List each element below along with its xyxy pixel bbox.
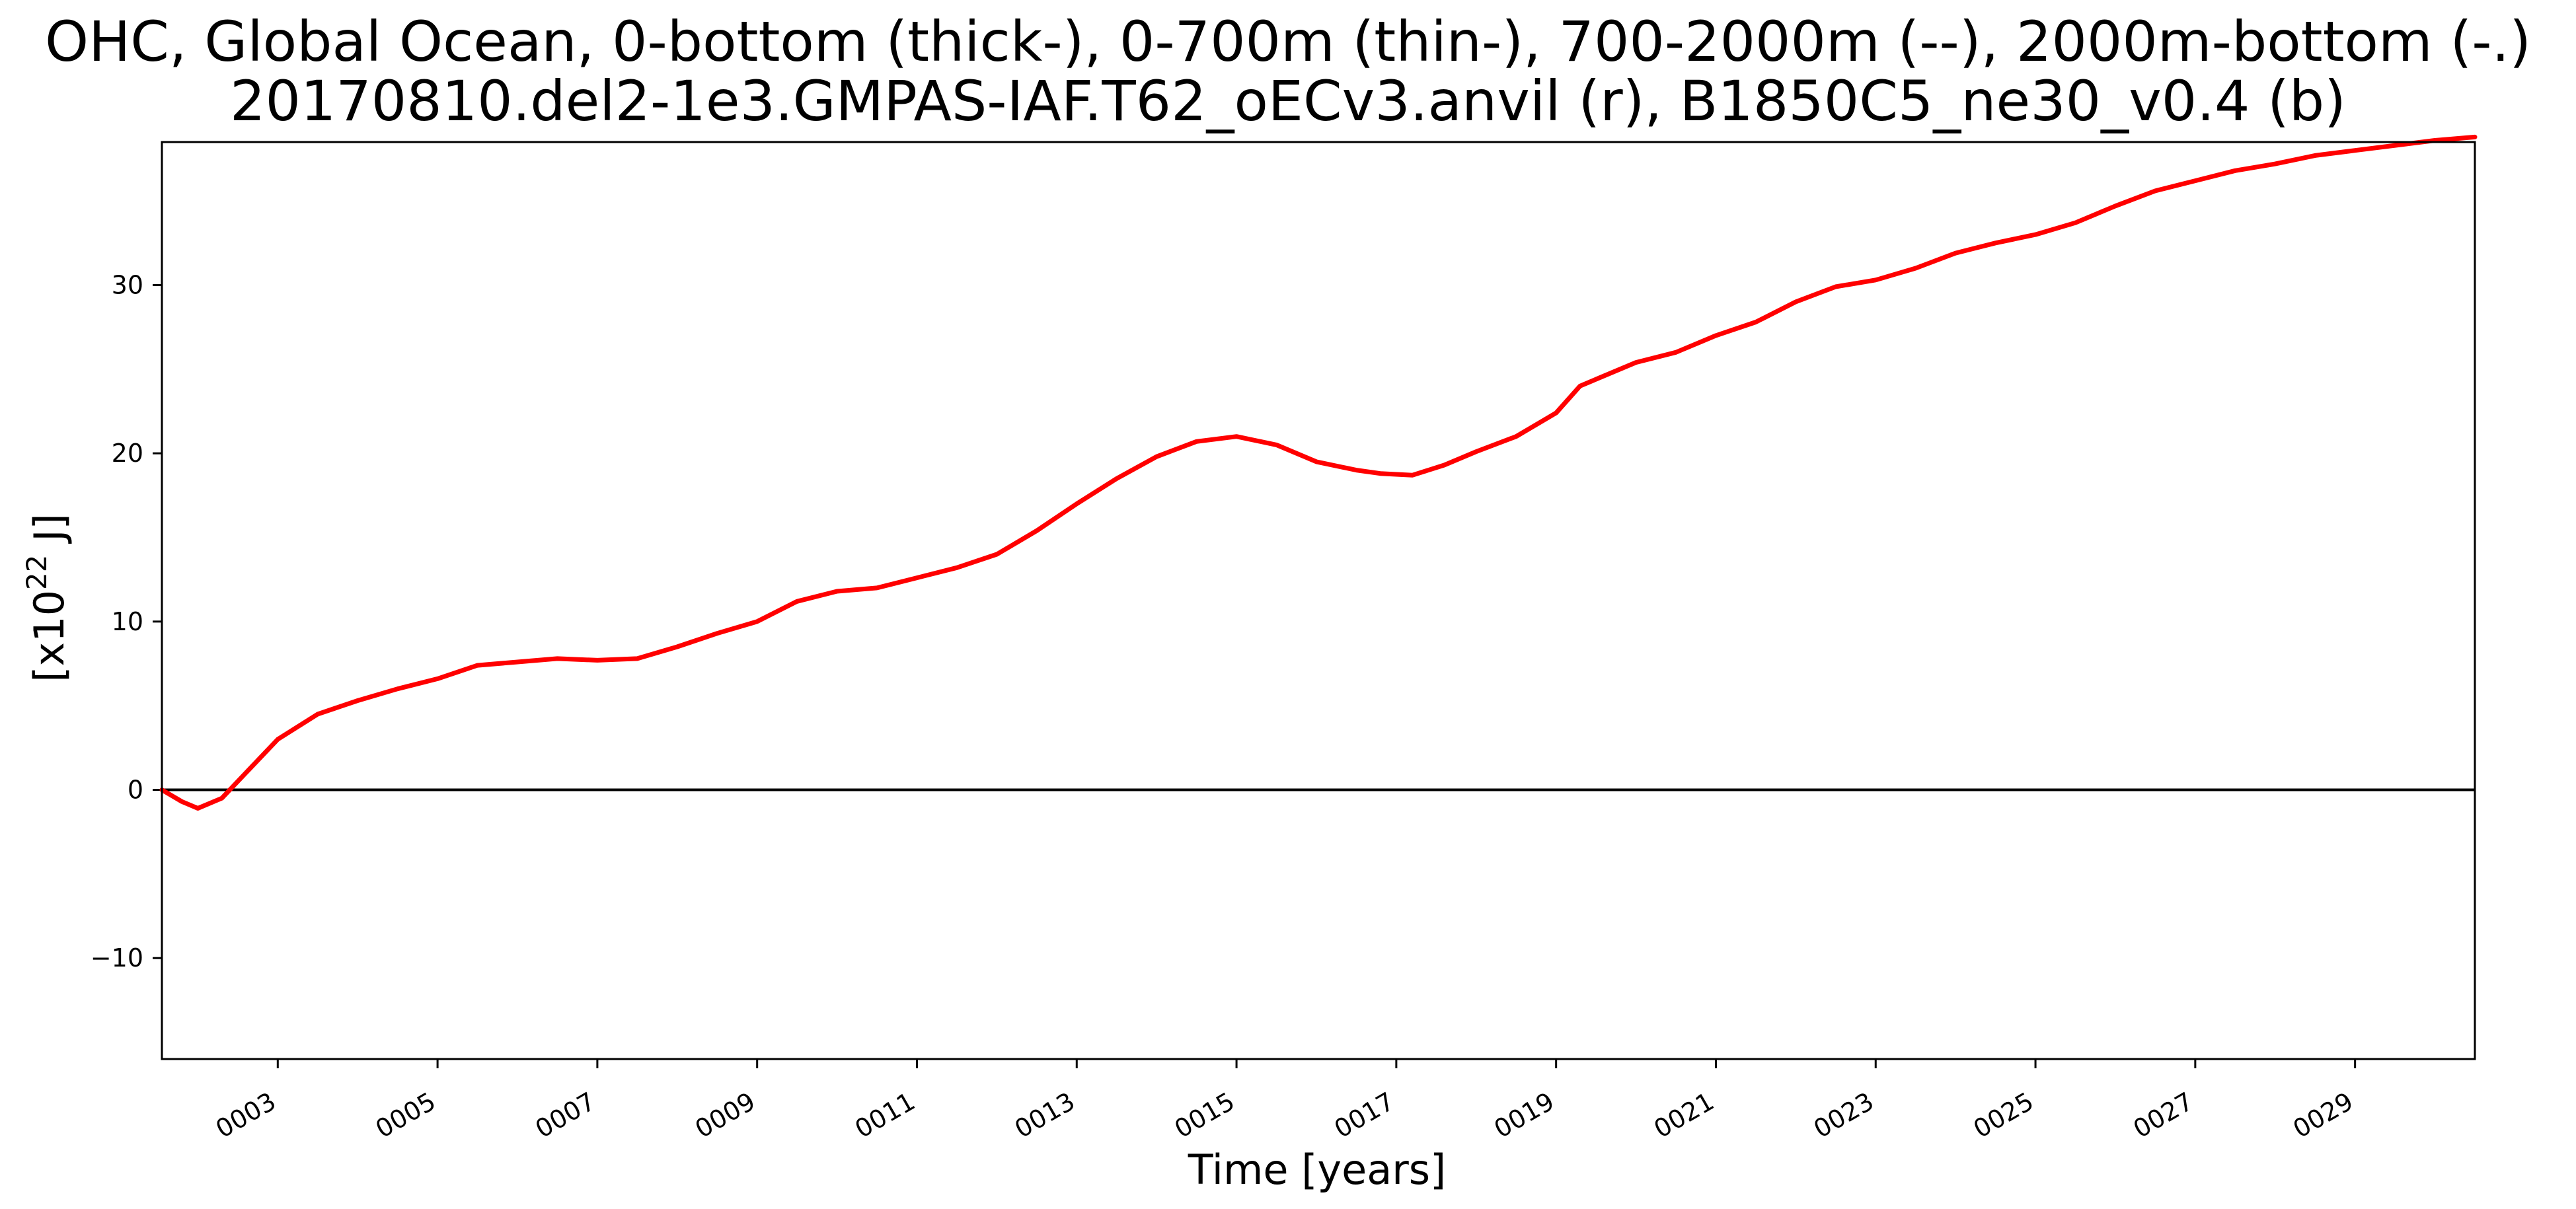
x-tick-label: 0025 [1969, 1087, 2039, 1144]
y-tick-label: 0 [128, 776, 143, 805]
series-line [159, 134, 2478, 811]
x-tick-label: 0017 [1330, 1087, 1400, 1144]
y-axis-ticks: −10 0 10 20 30 [91, 270, 162, 972]
x-tick-label: 0005 [371, 1087, 441, 1144]
x-tick-label: 0011 [850, 1087, 920, 1144]
y-axis-label: [x1022 J] [20, 513, 73, 682]
series-lines [159, 134, 2478, 811]
y-tick-label: −10 [91, 943, 143, 972]
plot-frame [161, 141, 2476, 1060]
x-tick-label: 0019 [1489, 1087, 1559, 1144]
x-tick-label: 0013 [1010, 1087, 1080, 1144]
chart-title-line-1: OHC, Global Ocean, 0-bottom (thick-), 0-… [45, 9, 2531, 74]
x-tick-label: 0027 [2129, 1087, 2199, 1144]
x-tick-label: 0021 [1649, 1087, 1719, 1144]
y-tick-label: 20 [112, 439, 143, 468]
x-tick-label: 0015 [1170, 1087, 1240, 1144]
x-tick-label: 0003 [211, 1087, 281, 1144]
y-tick-label: 10 [112, 607, 143, 636]
x-tick-label: 0029 [2288, 1087, 2358, 1144]
x-axis-ticks: 0003 0005 0007 0009 0011 0013 0015 0017 0019 0021… [211, 1059, 2358, 1144]
x-tick-label: 0023 [1809, 1087, 1879, 1144]
x-tick-label: 0007 [531, 1087, 601, 1144]
x-axis-label: Time [years] [1188, 1146, 1446, 1194]
chart-title-line-2: 20170810.del2-1e3.GMPAS-IAF.T62_oECv3.an… [230, 69, 2346, 133]
y-tick-label: 30 [112, 270, 143, 299]
x-tick-label: 0009 [690, 1087, 760, 1144]
